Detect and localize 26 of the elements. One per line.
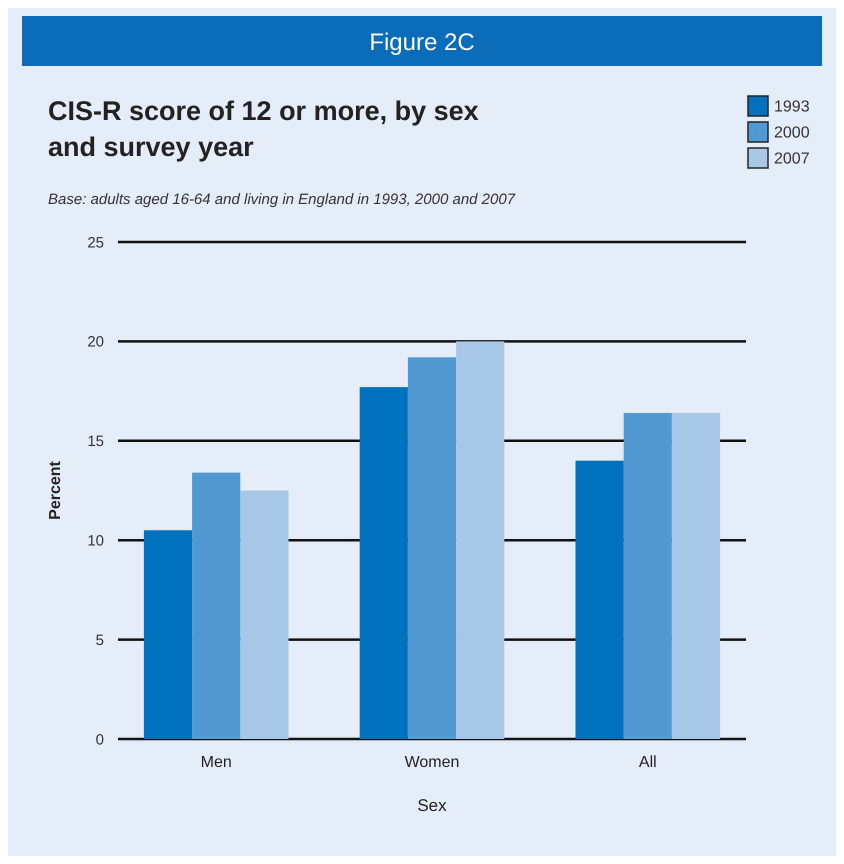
bar — [144, 530, 192, 739]
bar — [408, 357, 456, 739]
chart-title: Figure 2C — [369, 29, 475, 56]
legend-label: 1993 — [774, 98, 810, 116]
chart-subtitle: CIS-R score of 12 or more, by sex and survey year — [48, 96, 479, 162]
bar — [672, 412, 720, 739]
bar — [240, 490, 288, 739]
legend-label: 2000 — [774, 124, 810, 142]
y-tick-label: 10 — [87, 532, 104, 550]
y-tick-label: 15 — [87, 433, 104, 450]
bar — [624, 412, 672, 739]
y-axis-title: Percent — [47, 460, 64, 520]
bar — [360, 387, 408, 739]
x-tick-label: Men — [200, 754, 232, 771]
legend-label: 2007 — [774, 150, 810, 168]
y-tick-label: 25 — [87, 234, 104, 252]
y-tick-label: 20 — [87, 334, 104, 351]
bar — [576, 460, 624, 739]
y-tick-label: 0 — [96, 731, 104, 748]
x-axis-title: Sex — [417, 796, 448, 815]
y-tick-label: 5 — [96, 632, 104, 649]
bar — [192, 472, 240, 739]
text: Base: adults aged 16-64 and living in England in 1993, 2000 and 2007 — [48, 191, 516, 208]
x-tick-label: Women — [404, 754, 460, 771]
bar — [456, 341, 504, 739]
x-tick-label: All — [638, 754, 657, 771]
